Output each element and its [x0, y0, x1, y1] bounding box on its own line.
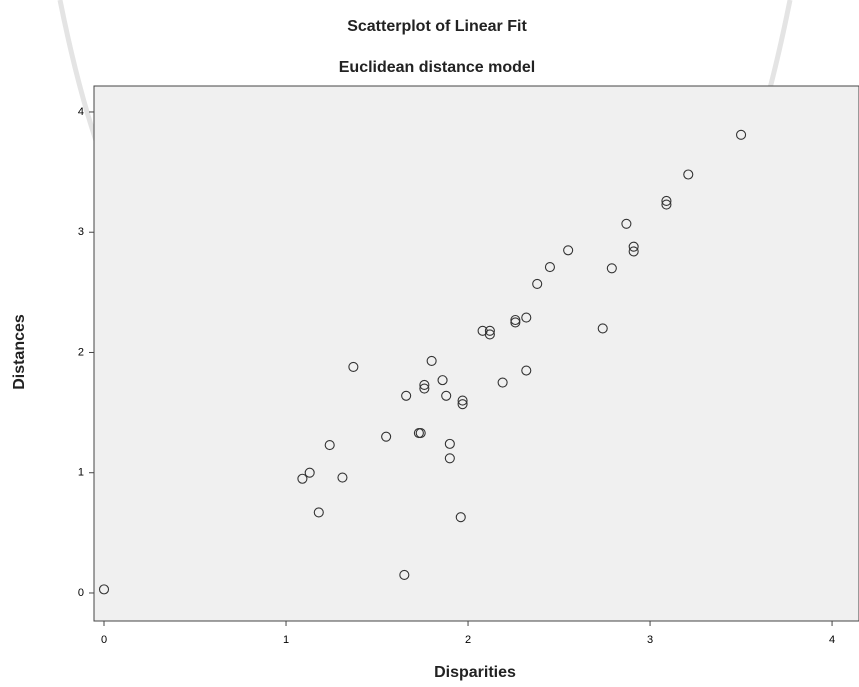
y-tick-label: 3	[78, 226, 84, 238]
chart: Scatterplot of Linear Fit Euclidean dist…	[0, 0, 859, 687]
x-tick-label: 2	[465, 634, 471, 646]
chart-title: Scatterplot of Linear Fit	[347, 18, 527, 35]
x-tick-label: 4	[829, 634, 835, 646]
y-tick-label: 0	[78, 587, 84, 599]
x-tick-label: 1	[283, 634, 289, 646]
x-axis-label: Disparities	[434, 664, 516, 681]
y-tick-label: 1	[78, 467, 84, 479]
plot-area	[94, 86, 859, 621]
y-tick-label: 4	[78, 106, 84, 118]
x-tick-label: 3	[647, 634, 653, 646]
y-axis-label: Distances	[11, 314, 28, 390]
chart-subtitle: Euclidean distance model	[339, 59, 536, 76]
y-tick-label: 2	[78, 346, 84, 358]
x-tick-label: 0	[101, 634, 107, 646]
